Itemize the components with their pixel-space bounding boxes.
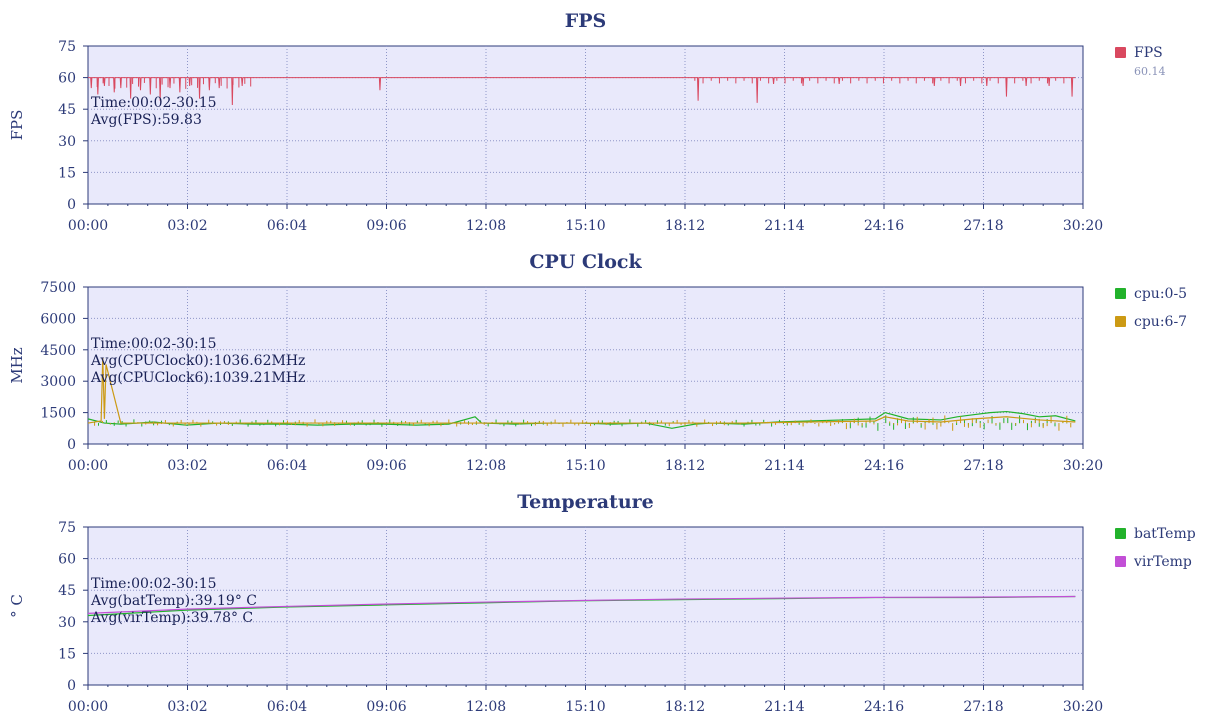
x-tick-label: 06:04: [267, 699, 307, 715]
x-tick-label: 03:02: [167, 699, 207, 715]
x-tick-label: 00:00: [68, 458, 108, 474]
annotation-0-0: Time:00:02-30:15: [91, 95, 217, 111]
y-axis-label-0: FPS: [8, 110, 26, 141]
y-tick-label: 75: [58, 39, 76, 55]
x-tick-label: 18:12: [665, 218, 705, 234]
y-tick-label: 0: [67, 437, 76, 453]
x-tick-label: 18:12: [665, 699, 705, 715]
y-tick-label: 7500: [40, 280, 76, 296]
x-tick-label: 30:20: [1063, 218, 1103, 234]
legend-swatch-cpu:0-5: [1115, 288, 1126, 299]
chart-title-0: FPS: [565, 10, 607, 32]
y-tick-label: 60: [58, 552, 76, 568]
x-tick-label: 24:16: [864, 458, 904, 474]
x-tick-label: 27:18: [963, 458, 1003, 474]
x-tick-label: 09:06: [366, 458, 406, 474]
x-tick-label: 15:10: [565, 218, 605, 234]
x-tick-label: 06:04: [267, 458, 307, 474]
annotation-1-2: Avg(CPUClock6):1039.21MHz: [90, 370, 305, 386]
x-tick-label: 27:18: [963, 218, 1003, 234]
y-axis-label-1: MHz: [8, 347, 26, 383]
x-tick-label: 03:02: [167, 218, 207, 234]
legend-swatch-cpu:6-7: [1115, 316, 1126, 327]
annotation-2-0: Time:00:02-30:15: [91, 576, 217, 592]
y-tick-label: 30: [58, 615, 76, 631]
x-tick-label: 18:12: [665, 458, 705, 474]
series-line-cpu:0-5: [87, 410, 1076, 429]
y-tick-label: 6000: [40, 311, 76, 327]
legend-swatch-virTemp: [1115, 556, 1126, 567]
x-tick-label: 12:08: [466, 458, 506, 474]
legend-label-cpu:6-7: cpu:6-7: [1134, 314, 1187, 330]
x-tick-label: 12:08: [466, 218, 506, 234]
annotation-1-0: Time:00:02-30:15: [91, 336, 217, 352]
x-tick-label: 15:10: [565, 699, 605, 715]
annotation-1-1: Avg(CPUClock0):1036.62MHz: [90, 353, 305, 369]
y-axis-label-2: ° C: [8, 594, 26, 618]
x-tick-label: 24:16: [864, 218, 904, 234]
y-tick-label: 1500: [40, 406, 76, 422]
x-tick-label: 00:00: [68, 218, 108, 234]
x-tick-label: 30:20: [1063, 458, 1103, 474]
annotation-2-1: Avg(batTemp):39.19° C: [90, 593, 257, 609]
y-tick-label: 45: [58, 102, 76, 118]
legend-value-FPS: 60.14: [1134, 65, 1166, 78]
x-tick-label: 27:18: [963, 699, 1003, 715]
x-tick-label: 15:10: [565, 458, 605, 474]
y-tick-label: 30: [58, 134, 76, 150]
y-tick-label: 0: [67, 678, 76, 694]
y-tick-label: 75: [58, 520, 76, 536]
x-tick-label: 21:14: [764, 218, 804, 234]
series-line-cpu:6-7: [87, 358, 1076, 424]
chart-title-2: Temperature: [517, 491, 654, 513]
x-tick-label: 21:14: [764, 458, 804, 474]
legend-label-cpu:0-5: cpu:0-5: [1134, 286, 1187, 302]
annotation-0-1: Avg(FPS):59.83: [90, 112, 202, 128]
x-tick-label: 09:06: [366, 699, 406, 715]
x-tick-label: 06:04: [267, 218, 307, 234]
legend-label-batTemp: batTemp: [1134, 526, 1196, 542]
y-tick-label: 15: [58, 646, 76, 662]
legend-label-virTemp: virTemp: [1133, 554, 1192, 570]
x-tick-label: 30:20: [1063, 699, 1103, 715]
chart-title-1: CPU Clock: [529, 251, 642, 273]
series-line-virTemp: [87, 595, 1076, 614]
y-tick-label: 4500: [40, 343, 76, 359]
x-tick-label: 12:08: [466, 699, 506, 715]
y-tick-label: 0: [67, 197, 76, 213]
x-tick-label: 24:16: [864, 699, 904, 715]
y-tick-label: 60: [58, 71, 76, 87]
y-tick-label: 3000: [40, 374, 76, 390]
legend-swatch-FPS: [1115, 47, 1126, 58]
y-tick-label: 15: [58, 165, 76, 181]
x-tick-label: 00:00: [68, 699, 108, 715]
x-tick-label: 21:14: [764, 699, 804, 715]
y-tick-label: 45: [58, 583, 76, 599]
legend-swatch-batTemp: [1115, 528, 1126, 539]
x-tick-label: 03:02: [167, 458, 207, 474]
annotation-2-2: Avg(virTemp):39.78° C: [90, 610, 253, 626]
x-tick-label: 09:06: [366, 218, 406, 234]
legend-label-FPS: FPS: [1134, 45, 1163, 61]
